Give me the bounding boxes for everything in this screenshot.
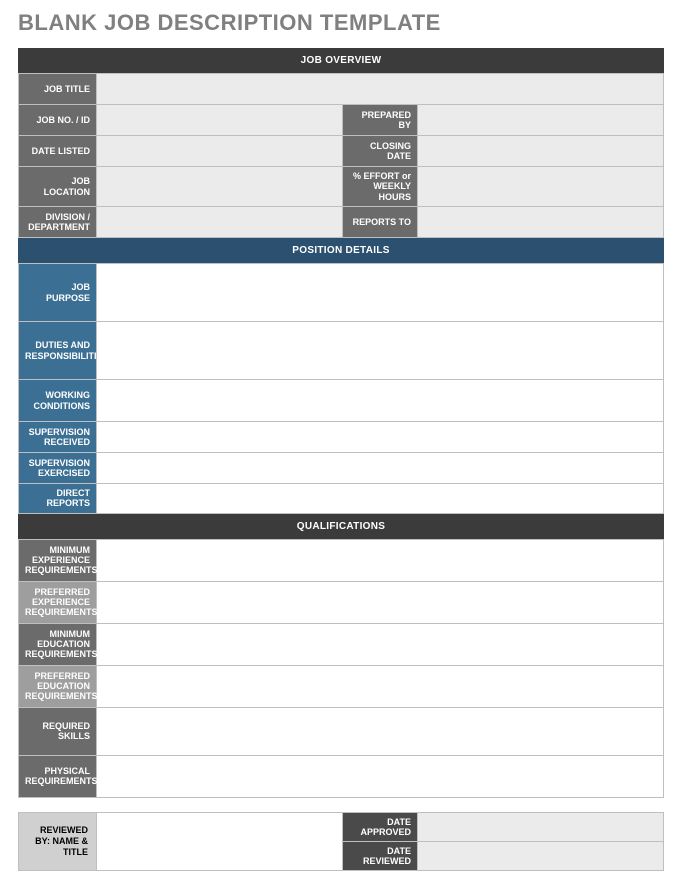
label-pref-exp: PREFERRED EXPERIENCE REQUIREMENTS [19,581,97,623]
label-physical-req: PHYSICAL REQUIREMENTS [19,755,97,797]
label-prepared-by: PREPARED BY [343,105,418,136]
label-effort: % EFFORT or WEEKLY HOURS [343,167,418,207]
label-working-conditions: WORKING CONDITIONS [19,380,97,422]
label-date-listed: DATE LISTED [19,136,97,167]
input-supervision-received[interactable] [97,422,664,453]
input-date-reviewed[interactable] [418,841,664,870]
input-reports-to[interactable] [418,207,664,238]
input-min-exp[interactable] [97,539,664,581]
input-reviewed-by[interactable] [97,812,343,870]
input-effort[interactable] [418,167,664,207]
input-working-conditions[interactable] [97,380,664,422]
label-date-approved: DATE APPROVED [343,812,418,841]
input-pref-edu[interactable] [97,665,664,707]
input-date-listed[interactable] [97,136,343,167]
label-supervision-exercised: SUPERVISION EXERCISED [19,453,97,484]
page-title: BLANK JOB DESCRIPTION TEMPLATE [18,10,664,36]
label-min-exp: MINIMUM EXPERIENCE REQUIREMENTS [19,539,97,581]
label-reports-to: REPORTS TO [343,207,418,238]
label-duties: DUTIES AND RESPONSIBILITIES [19,322,97,380]
input-job-location[interactable] [97,167,343,207]
label-job-title: JOB TITLE [19,74,97,105]
overview-table: JOB TITLE JOB NO. / ID PREPARED BY DATE … [18,73,664,238]
input-pref-exp[interactable] [97,581,664,623]
label-closing-date: CLOSING DATE [343,136,418,167]
label-reviewed-by: REVIEWED BY: NAME & TITLE [19,812,97,870]
qualifications-table: MINIMUM EXPERIENCE REQUIREMENTS PREFERRE… [18,539,664,798]
input-min-edu[interactable] [97,623,664,665]
footer-table: REVIEWED BY: NAME & TITLE DATE APPROVED … [18,812,664,871]
input-job-purpose[interactable] [97,264,664,322]
input-duties[interactable] [97,322,664,380]
input-job-title[interactable] [97,74,664,105]
input-req-skills[interactable] [97,707,664,755]
label-req-skills: REQUIRED SKILLS [19,707,97,755]
label-job-location: JOB LOCATION [19,167,97,207]
input-job-no[interactable] [97,105,343,136]
position-table: JOB PURPOSE DUTIES AND RESPONSIBILITIES … [18,263,664,514]
label-supervision-received: SUPERVISION RECEIVED [19,422,97,453]
label-pref-edu: PREFERRED EDUCATION REQUIREMENTS [19,665,97,707]
label-min-edu: MINIMUM EDUCATION REQUIREMENTS [19,623,97,665]
input-supervision-exercised[interactable] [97,453,664,484]
overview-header: JOB OVERVIEW [18,48,664,73]
label-date-reviewed: DATE REVIEWED [343,841,418,870]
input-physical-req[interactable] [97,755,664,797]
qualifications-header: QUALIFICATIONS [18,514,664,539]
position-header: POSITION DETAILS [18,238,664,263]
input-division[interactable] [97,207,343,238]
input-prepared-by[interactable] [418,105,664,136]
label-division: DIVISION / DEPARTMENT [19,207,97,238]
label-job-purpose: JOB PURPOSE [19,264,97,322]
label-job-no: JOB NO. / ID [19,105,97,136]
input-closing-date[interactable] [418,136,664,167]
input-direct-reports[interactable] [97,484,664,514]
input-date-approved[interactable] [418,812,664,841]
label-direct-reports: DIRECT REPORTS [19,484,97,514]
